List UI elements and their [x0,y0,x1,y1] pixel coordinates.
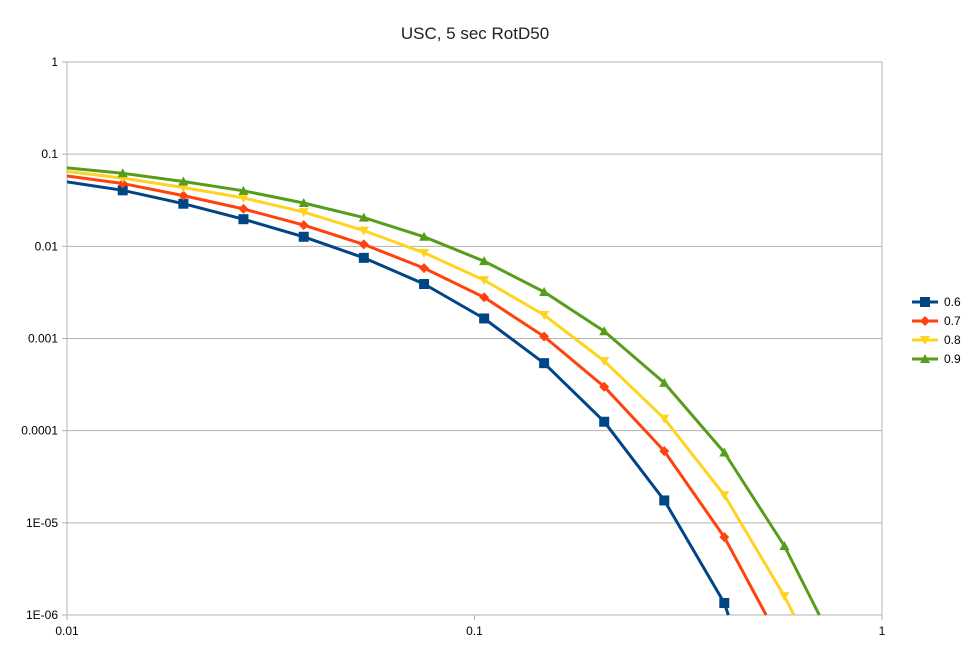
legend-marker [920,316,930,326]
data-point [479,292,490,303]
series-line [67,166,821,616]
data-point [539,310,550,320]
legend-label: 0.9 [944,352,961,366]
data-point [238,214,249,225]
data-point [298,208,309,218]
data-point [117,178,128,189]
data-point [419,248,430,258]
series-line [67,169,796,616]
data-point [539,286,550,296]
y-tick-label: 1E-06 [26,608,58,622]
data-point [238,193,249,203]
data-point [419,231,430,241]
data-point [719,447,730,457]
data-point [419,279,430,290]
legend-item: 0.7 [912,314,961,328]
legend-label: 0.8 [944,333,961,347]
data-point [358,239,369,250]
data-point [599,357,610,367]
data-point [419,263,430,274]
data-point [659,377,670,387]
data-point [298,220,309,231]
legend-item: 0.6 [912,295,961,309]
legend-marker [920,297,930,307]
data-point [298,198,309,208]
data-point [539,358,550,369]
data-point [779,541,790,551]
data-point [238,203,249,214]
series-0.7 [67,174,768,616]
series-line [67,180,730,616]
data-point [659,495,670,506]
data-point [178,183,189,193]
data-point [599,326,610,336]
data-point [298,231,309,242]
legend-marker [920,336,930,345]
data-point [178,176,189,186]
y-tick-label: 0.01 [35,239,59,253]
data-point [599,381,610,392]
series-0.8 [67,169,796,616]
legend-item: 0.9 [912,352,961,366]
data-point [479,256,490,266]
y-tick-label: 1E-05 [26,516,58,530]
data-point [178,190,189,201]
data-point [117,185,128,196]
data-point [479,313,490,324]
y-tick-label: 0.0001 [21,424,58,438]
data-point [178,198,189,209]
series-0.6 [67,180,730,616]
data-point [719,532,730,543]
data-point [659,414,670,424]
series-0.9 [67,166,821,616]
chart-title: USC, 5 sec RotD50 [401,24,549,43]
data-point [719,597,730,608]
data-point [659,446,670,457]
data-point [779,592,790,602]
series-line [67,174,768,616]
data-point [358,212,369,222]
x-tick-label: 0.1 [466,624,483,638]
data-point [117,168,128,178]
legend-item: 0.8 [912,333,961,347]
data-point [358,226,369,236]
legend-label: 0.6 [944,295,961,309]
axes: 1E-06 1E-05 0.0001 0.001 0.01 0.1 1 0.01 0.1 1 [21,55,885,638]
y-tick-label: 1 [51,55,58,69]
data-point [719,491,730,501]
data-point [479,276,490,286]
legend-marker [920,354,930,363]
x-tick-label: 1 [879,624,886,638]
legend: 0.6 0.7 0.8 0.9 [912,295,961,366]
data-point [599,416,610,427]
data-point [358,252,369,263]
y-tick-label: 0.001 [28,332,58,346]
data-point [238,185,249,195]
y-tick-label: 0.1 [41,147,58,161]
gridlines [67,61,882,616]
plot-series [67,166,821,616]
x-tick-label: 0.01 [55,624,79,638]
data-point [539,331,550,342]
legend-label: 0.7 [944,314,961,328]
